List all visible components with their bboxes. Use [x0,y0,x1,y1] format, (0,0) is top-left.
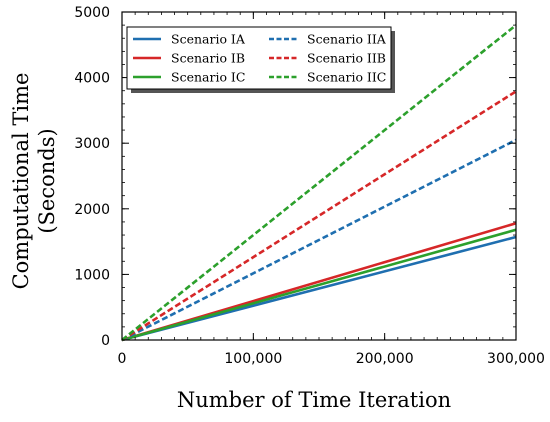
x-tick-label: 100,000 [224,351,282,367]
legend-label-scenario-ic: Scenario IC [171,70,245,85]
y-axis-title-line: (Seconds) [35,128,59,233]
y-tick-label: 0 [101,333,110,349]
y-axis-title-line: Computational Time [9,73,33,290]
y-tick-label: 4000 [74,71,110,87]
legend-label-scenario-ib: Scenario IB [171,51,245,66]
series-line-scenario-iic [121,24,517,342]
series-line-scenario-ic [121,228,517,342]
y-tick-label: 1000 [74,267,110,283]
series-group [121,24,517,342]
x-tick-label: 0 [118,351,127,367]
y-tick-label: 5000 [74,5,110,21]
y-axis-title: Computational Time(Seconds) [9,73,59,290]
y-tick-label: 2000 [74,202,110,218]
x-tick-label: 200,000 [356,351,414,367]
y-axis: 0 1000 2000 3000 4000 5000 [74,5,516,349]
legend-label-scenario-ia: Scenario IA [171,32,246,47]
legend-box [126,26,392,90]
legend: Scenario IA Scenario IB Scenario IC Scenari… [126,26,395,93]
legend-label-scenario-iib: Scenario IIB [307,51,386,66]
series-line-scenario-iib [121,90,517,342]
legend-label-scenario-iic: Scenario IIC [307,70,386,85]
x-axis-title: Number of Time Iteration [177,388,451,412]
x-tick-label: 300,000 [487,351,545,367]
x-axis: 0 100,000 200,000 300,000 [118,12,545,367]
series-line-scenario-iia [121,138,517,342]
legend-label-scenario-iia: Scenario IIA [307,32,387,47]
y-tick-label: 3000 [74,136,110,152]
